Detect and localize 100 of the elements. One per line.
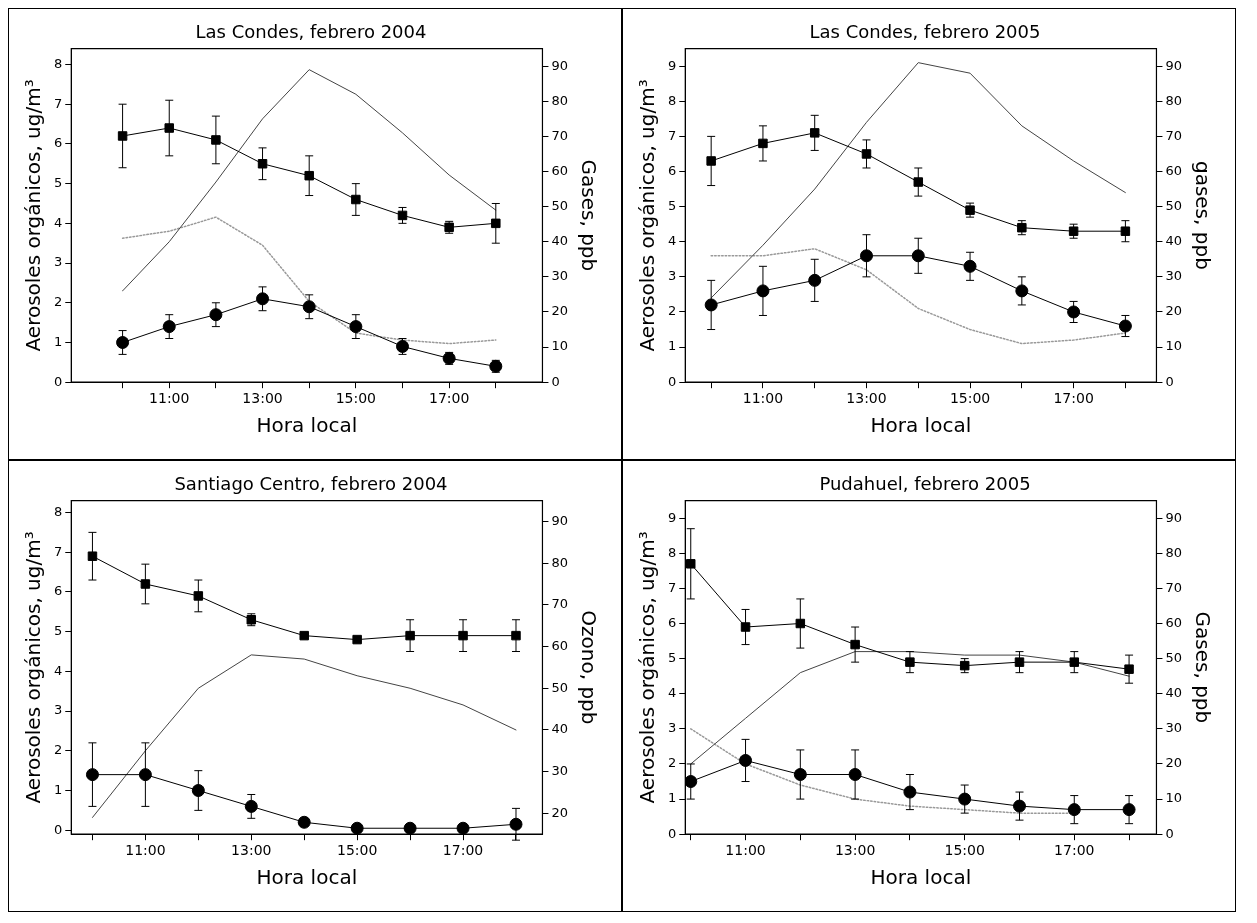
y-tick-label: 0 bbox=[53, 373, 63, 389]
y2-tick-label: 60 bbox=[1165, 162, 1182, 178]
y2-tick-label: 90 bbox=[1165, 57, 1182, 73]
y2-tick-label: 80 bbox=[1165, 92, 1182, 108]
y2-axis-title: Ozono, ppb bbox=[576, 610, 601, 725]
x-tick-label: 13:00 bbox=[834, 842, 876, 859]
y-tick-label: 3 bbox=[667, 268, 677, 284]
point bbox=[1124, 664, 1134, 674]
y2-tick-label: 40 bbox=[551, 233, 568, 249]
point bbox=[85, 768, 99, 782]
y2-tick-label: 40 bbox=[1165, 233, 1182, 249]
y2-tick-label: 30 bbox=[1165, 268, 1182, 284]
x-tick-label: 11:00 bbox=[725, 842, 766, 859]
y-tick-label: 8 bbox=[53, 503, 63, 519]
y2-tick-label: 0 bbox=[1165, 373, 1174, 389]
point bbox=[1069, 657, 1080, 667]
x-tick-label: 11:00 bbox=[125, 842, 166, 859]
y2-tick-label: 70 bbox=[1165, 579, 1182, 595]
chart-title: Pudahuel, febrero 2005 bbox=[819, 473, 1031, 495]
point bbox=[140, 579, 151, 589]
point bbox=[913, 177, 924, 187]
y-tick-label: 3 bbox=[667, 720, 677, 736]
y-tick-label: 1 bbox=[667, 790, 677, 806]
point bbox=[351, 194, 361, 205]
point bbox=[304, 170, 314, 181]
point bbox=[860, 249, 873, 263]
point bbox=[491, 218, 501, 229]
chart-title: Las Condes, febrero 2004 bbox=[195, 21, 427, 43]
point bbox=[795, 618, 806, 629]
y-tick-label: 2 bbox=[667, 303, 677, 319]
x-tick-label: 13:00 bbox=[242, 390, 283, 407]
y2-tick-label: 70 bbox=[551, 127, 568, 143]
point bbox=[1015, 284, 1029, 298]
x-tick-label: 11:00 bbox=[742, 390, 784, 407]
point bbox=[739, 753, 753, 767]
x-tick-label: 15:00 bbox=[335, 390, 377, 407]
y2-tick-label: 60 bbox=[551, 162, 568, 178]
x-axis-title: Hora local bbox=[256, 865, 358, 890]
y2-tick-label: 60 bbox=[1165, 614, 1182, 630]
y2-tick-label: 80 bbox=[551, 92, 568, 108]
point bbox=[458, 630, 468, 641]
point bbox=[704, 298, 718, 312]
y2-tick-label: 20 bbox=[1165, 303, 1182, 319]
y-tick-label: 7 bbox=[667, 579, 677, 595]
y2-tick-label: 50 bbox=[1165, 650, 1182, 665]
point bbox=[685, 775, 698, 789]
point bbox=[244, 799, 258, 813]
y-tick-label: 6 bbox=[667, 614, 677, 630]
point bbox=[256, 292, 270, 306]
point bbox=[809, 128, 820, 138]
y2-tick-label: 50 bbox=[551, 679, 568, 695]
x-tick-label: 15:00 bbox=[336, 842, 378, 859]
y-tick-label: 2 bbox=[667, 755, 677, 771]
point bbox=[958, 792, 972, 806]
y-tick-label: 5 bbox=[667, 198, 677, 213]
point bbox=[808, 273, 822, 287]
y2-tick-label: 50 bbox=[1165, 198, 1182, 213]
y-axis-title: Aerosoles orgánicos, ug/m³ bbox=[635, 79, 660, 352]
y-tick-label: 2 bbox=[53, 294, 63, 310]
chart-title: Las Condes, febrero 2005 bbox=[809, 21, 1041, 43]
x-axis-title: Hora local bbox=[870, 865, 972, 890]
point bbox=[350, 821, 364, 835]
y-tick-label: 8 bbox=[53, 55, 63, 71]
y-axis-title: Aerosoles orgánicos, ug/m³ bbox=[21, 531, 46, 804]
y2-tick-label: 70 bbox=[1165, 127, 1182, 143]
y2-tick-label: 10 bbox=[1165, 338, 1182, 354]
y-tick-label: 8 bbox=[667, 544, 677, 560]
x-tick-label: 13:00 bbox=[231, 842, 272, 859]
y2-tick-label: 70 bbox=[551, 596, 568, 612]
y2-axis-title: Gases, ppb bbox=[576, 159, 601, 272]
point bbox=[164, 123, 174, 133]
y-tick-label: 9 bbox=[667, 57, 677, 73]
point bbox=[1120, 226, 1131, 236]
y-tick-label: 5 bbox=[667, 650, 677, 665]
point bbox=[456, 821, 470, 835]
point bbox=[299, 630, 309, 641]
point bbox=[162, 320, 176, 334]
y-tick-label: 1 bbox=[667, 338, 677, 354]
y2-tick-label: 20 bbox=[551, 804, 568, 820]
point bbox=[511, 630, 521, 641]
y2-tick-label: 10 bbox=[551, 338, 568, 354]
point bbox=[911, 249, 925, 263]
y-tick-label: 7 bbox=[667, 127, 677, 143]
y2-tick-label: 80 bbox=[1165, 544, 1182, 560]
y-tick-label: 1 bbox=[53, 781, 63, 797]
point bbox=[116, 335, 130, 349]
y-tick-label: 3 bbox=[53, 254, 63, 270]
y-tick-label: 6 bbox=[53, 583, 63, 599]
y-tick-label: 0 bbox=[667, 825, 677, 841]
y2-tick-label: 90 bbox=[551, 512, 568, 528]
y-tick-label: 2 bbox=[53, 742, 63, 758]
point bbox=[905, 657, 915, 667]
y2-tick-label: 10 bbox=[1165, 790, 1182, 806]
x-axis-title: Hora local bbox=[870, 413, 972, 438]
y2-tick-label: 0 bbox=[1165, 825, 1174, 841]
y2-tick-label: 50 bbox=[551, 198, 568, 213]
x-tick-label: 17:00 bbox=[442, 842, 484, 859]
point bbox=[1067, 305, 1081, 319]
x-tick-label: 13:00 bbox=[846, 390, 887, 407]
point bbox=[405, 630, 415, 641]
